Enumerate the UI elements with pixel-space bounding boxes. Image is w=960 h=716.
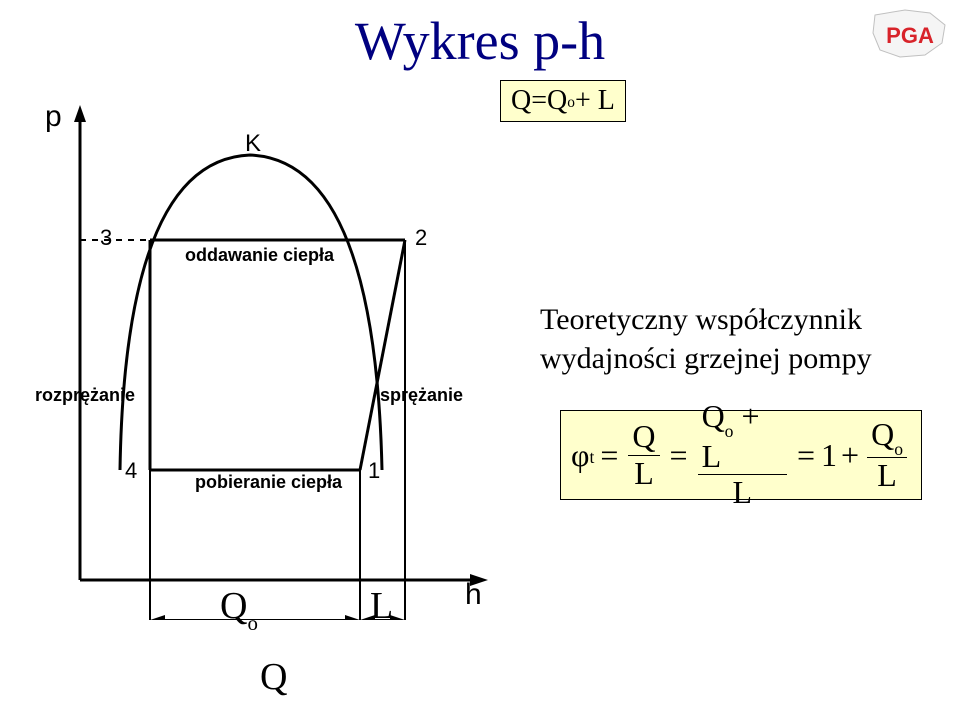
axis-h-label: h xyxy=(465,578,482,612)
eq2-frac3-num: Qo xyxy=(867,417,907,458)
label-2: 2 xyxy=(415,225,427,251)
eq2-one: 1 xyxy=(821,437,837,474)
eq2-phi-sub: t xyxy=(589,447,594,468)
eq1-Qo-base: Q xyxy=(547,85,567,117)
label-4: 4 xyxy=(125,458,137,484)
label-3: 3 xyxy=(100,225,112,251)
label-K: K xyxy=(245,130,261,158)
dim-Qo: Qo xyxy=(220,584,258,633)
description-text: Teoretyczny współczynnik wydajności grze… xyxy=(540,300,940,378)
eq2-frac1-num: Q xyxy=(628,419,659,455)
eq2-phi: φ xyxy=(571,437,589,474)
eq1-Qo-sub: o xyxy=(567,94,575,112)
eq1-plusL: + L xyxy=(575,85,615,117)
dim-Q: Q xyxy=(260,655,287,699)
logo-text: PGA xyxy=(886,23,934,48)
label-1: 1 xyxy=(368,458,380,484)
eq2-frac1-den: L xyxy=(630,456,658,491)
label-oddawanie: oddawanie ciepła xyxy=(185,245,334,266)
label-rozprezanie: rozprężanie xyxy=(35,385,135,406)
logo: PGA xyxy=(870,5,950,60)
equation-cop: φt = Q L = Qo + L L = 1 + Qo L xyxy=(560,410,922,500)
eq2-frac1: Q L xyxy=(628,419,659,490)
eq2-frac3-den: L xyxy=(873,458,901,493)
eq2-frac3: Qo L xyxy=(867,417,907,493)
label-pobieranie: pobieranie ciepła xyxy=(195,472,342,493)
eq1-equals: = xyxy=(531,85,547,117)
eq2-frac2-num: Qo + L xyxy=(698,399,787,475)
ph-diagram: p h K 3 2 4 1 oddawanie ciepła rozprężan… xyxy=(20,100,520,620)
eq2-frac2: Qo + L L xyxy=(698,399,787,510)
label-sprezanie: sprężanie xyxy=(380,385,463,406)
axis-p-label: p xyxy=(45,100,62,134)
dim-L: L xyxy=(370,584,393,628)
eq2-frac2-den: L xyxy=(729,475,757,510)
page-title: Wykres p-h xyxy=(0,10,960,72)
